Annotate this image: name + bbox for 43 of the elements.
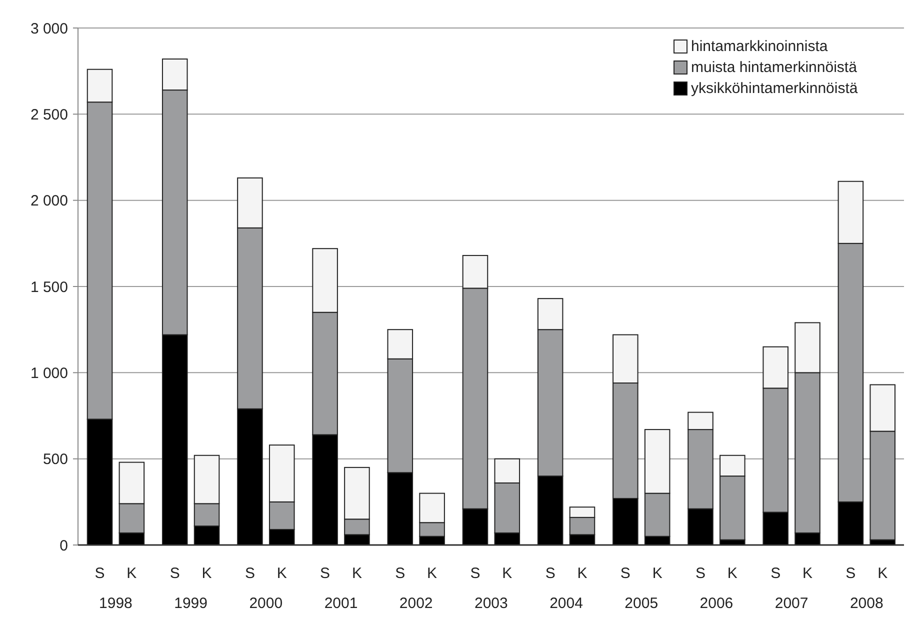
legend-label: muista hintamerkinnöistä [691,59,858,76]
x-tick-label: S [545,565,556,582]
x-tick-label: S [620,565,630,582]
x-tick-label: K [577,565,588,582]
y-tick-label: 3 000 [30,20,68,38]
text: 2000 [249,595,283,612]
text: 2006 [700,595,734,612]
legend-label: yksikköhintamerkinnöistä [691,80,858,97]
y-tick-label: 1 000 [30,364,68,382]
x-tick-label: K [502,565,512,582]
x-tick-label: K [126,565,137,582]
x-tick-label: K [878,565,888,582]
y-tick-label: 1 500 [30,278,68,296]
text: 2003 [474,595,508,612]
text: 2007 [774,595,808,612]
text: 1999 [174,595,208,612]
text: 2001 [324,595,358,612]
x-tick-label: K [202,565,212,582]
y-tick-label: 2 500 [30,106,68,124]
x-tick-label: K [276,565,287,582]
x-tick-label: S [846,565,856,582]
text: 2004 [550,595,583,612]
legend-label: hintamarkkinoinnista [691,38,828,55]
text: 2005 [624,595,658,612]
y-tick-label: 2 000 [30,192,68,210]
y-tick-label: 500 [42,451,68,468]
x-tick-label: S [470,565,480,582]
x-tick-label: S [170,565,180,582]
x-tick-label: S [244,565,255,582]
y-tick-label: 0 [60,537,68,554]
text: 1998 [99,595,132,612]
text: 2008 [850,595,884,612]
text: 2002 [399,595,433,612]
x-tick-label: K [427,565,438,582]
x-tick-label: S [395,565,406,582]
x-tick-label: S [94,565,105,582]
x-tick-label: K [352,565,362,582]
x-tick-label: S [695,565,706,582]
x-tick-label: K [652,565,662,582]
x-tick-label: K [802,565,813,582]
x-tick-label: S [320,565,330,582]
x-tick-label: K [727,565,738,582]
x-tick-label: S [770,565,781,582]
